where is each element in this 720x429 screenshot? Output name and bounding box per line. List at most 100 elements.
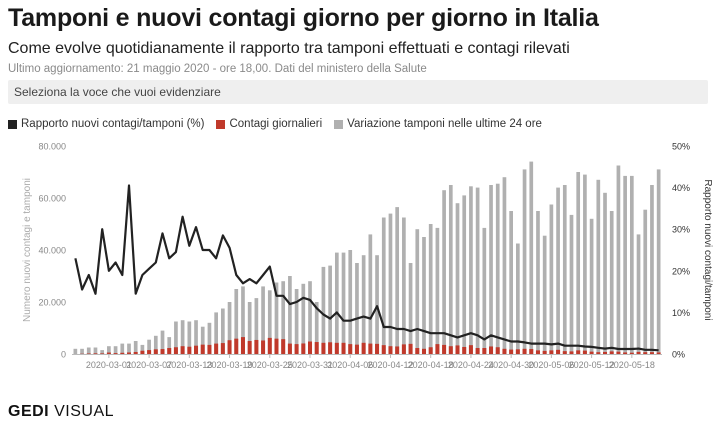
cases-bar bbox=[281, 339, 286, 354]
tests-bar bbox=[241, 286, 245, 354]
cases-bar bbox=[368, 343, 373, 354]
tests-bar bbox=[609, 211, 614, 354]
tests-bar bbox=[301, 283, 306, 354]
tests-bar bbox=[153, 335, 158, 354]
cases-bar bbox=[502, 348, 507, 354]
cases-bar bbox=[576, 350, 581, 354]
page-title: Tamponi e nuovi contagi giorno per giorn… bbox=[8, 4, 599, 32]
tests-bar bbox=[113, 346, 118, 354]
tests-bar bbox=[442, 190, 446, 354]
tests-bar bbox=[381, 217, 386, 354]
cases-bar bbox=[361, 342, 366, 354]
tests-bar bbox=[616, 165, 621, 354]
y-tick-right: 20% bbox=[672, 266, 690, 276]
ratio-line bbox=[74, 184, 659, 352]
chart-legend: Rapporto nuovi contagi/tamponi (%) Conta… bbox=[8, 117, 554, 131]
gedi-visual-logo: GEDI VISUAL bbox=[8, 403, 114, 421]
tests-bar bbox=[227, 302, 232, 354]
cases-bar bbox=[120, 352, 125, 354]
tests-bar bbox=[234, 289, 239, 354]
cases-bar bbox=[636, 351, 641, 354]
tests-bar bbox=[482, 227, 487, 354]
legend-swatch-cases bbox=[216, 119, 226, 129]
tests-bar bbox=[341, 252, 346, 354]
x-tick-label: 2020-05-18 bbox=[609, 360, 655, 370]
cases-bar bbox=[569, 351, 574, 354]
y-tick-left: 60.000 bbox=[38, 194, 66, 204]
cases-bar bbox=[267, 337, 272, 354]
y-tick-right: 50% bbox=[672, 142, 690, 152]
tests-bar bbox=[522, 169, 527, 354]
tests-bar bbox=[348, 250, 353, 354]
tests-bar bbox=[556, 187, 560, 354]
logo-gedi: GEDI bbox=[8, 403, 50, 420]
cases-bar bbox=[462, 346, 467, 354]
tests-bar bbox=[428, 224, 433, 354]
cases-bar bbox=[428, 347, 433, 354]
legend-swatch-tests bbox=[334, 119, 344, 129]
legend-item-tests[interactable]: Variazione tamponi nelle ultime 24 ore bbox=[334, 118, 542, 130]
tests-bar bbox=[448, 185, 453, 354]
cases-bar bbox=[629, 352, 634, 354]
cases-bar bbox=[475, 348, 480, 354]
cases-bar bbox=[649, 352, 654, 354]
tests-bar bbox=[603, 192, 607, 354]
tests-bar bbox=[361, 255, 366, 354]
tests-bar bbox=[127, 343, 131, 354]
legend-item-ratio[interactable]: Rapporto nuovi contagi/tamponi (%) bbox=[8, 118, 204, 130]
cases-bar bbox=[375, 343, 380, 354]
cases-bar bbox=[401, 344, 406, 354]
cases-bar bbox=[596, 352, 601, 354]
highlight-select[interactable]: Seleziona la voce che vuoi evidenziare bbox=[8, 80, 708, 104]
y-tick-right: 10% bbox=[672, 308, 690, 318]
tests-bar bbox=[281, 281, 286, 354]
logo-visual: VISUAL bbox=[54, 403, 115, 420]
cases-bar bbox=[220, 343, 225, 354]
tests-bar bbox=[408, 263, 413, 354]
tests-bar bbox=[516, 243, 520, 354]
cases-bar bbox=[542, 350, 547, 354]
cases-bar bbox=[187, 346, 192, 354]
tests-bar bbox=[415, 229, 420, 354]
cases-bar bbox=[261, 340, 266, 354]
cases-bar bbox=[415, 348, 420, 354]
y-tick-left: 80.000 bbox=[38, 142, 66, 152]
tests-bar bbox=[133, 341, 138, 354]
tests-bar bbox=[147, 339, 151, 354]
cases-bar bbox=[227, 340, 232, 354]
tests-bar bbox=[656, 169, 661, 354]
tests-bar bbox=[321, 266, 326, 354]
cases-bar bbox=[194, 345, 199, 354]
cases-bar bbox=[147, 350, 152, 354]
tests-bar bbox=[274, 282, 279, 354]
cases-bar bbox=[287, 343, 292, 354]
tests-bar bbox=[194, 320, 198, 354]
tests-bar bbox=[120, 343, 125, 354]
y-tick-left: 40.000 bbox=[38, 246, 66, 256]
cases-bar bbox=[395, 346, 400, 354]
tests-bar bbox=[529, 161, 534, 354]
tests-bar bbox=[93, 347, 98, 354]
cases-bar bbox=[616, 351, 621, 354]
cases-bar bbox=[100, 353, 105, 354]
cases-bar bbox=[173, 347, 178, 354]
legend-swatch-ratio bbox=[8, 119, 17, 129]
cases-bar bbox=[656, 352, 661, 354]
tests-bar bbox=[650, 185, 654, 354]
tests-bar bbox=[576, 172, 581, 354]
tests-bar bbox=[288, 276, 292, 354]
y-tick-left: 0 bbox=[61, 350, 66, 360]
cases-bar bbox=[354, 344, 359, 354]
cases-bar bbox=[529, 349, 534, 354]
tests-bar bbox=[596, 179, 601, 354]
cases-bar bbox=[582, 350, 587, 354]
tests-bar bbox=[475, 187, 480, 354]
cases-bar bbox=[341, 342, 346, 354]
cases-bar bbox=[495, 347, 500, 354]
tests-bar bbox=[221, 308, 225, 354]
tests-bar bbox=[294, 289, 299, 354]
cases-bar bbox=[442, 344, 447, 354]
legend-item-cases[interactable]: Contagi giornalieri bbox=[216, 118, 322, 130]
cases-bar bbox=[421, 348, 426, 354]
cases-bar bbox=[589, 351, 594, 354]
